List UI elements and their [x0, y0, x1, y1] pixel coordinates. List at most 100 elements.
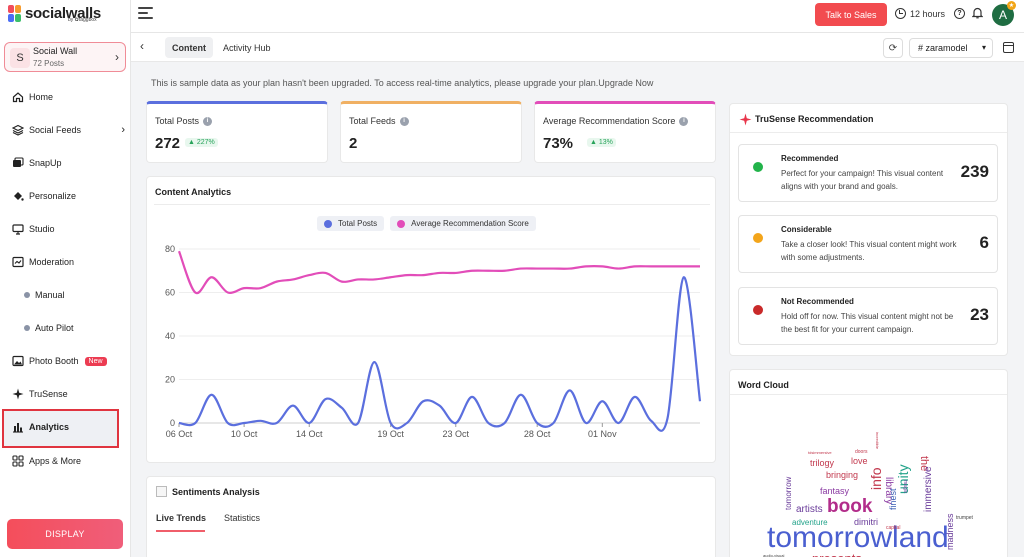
tab-statistics[interactable]: Statistics [224, 513, 261, 523]
home-icon [12, 91, 24, 103]
sidebar: socialwalls by ✿taggbox S Social Wall 72… [0, 0, 131, 557]
bullet-icon [24, 292, 30, 298]
info-icon[interactable]: i [679, 116, 689, 126]
tab-content[interactable]: Content [165, 37, 213, 58]
sidebar-item-snapup[interactable]: SnapUp [0, 153, 131, 173]
rec-count: 6 [979, 233, 989, 252]
content-analytics-card: Content Analytics Total Posts Average Re… [146, 176, 716, 463]
word-cloud-word: doors [855, 449, 868, 455]
rec-recommended: Recommended Perfect for your campaign! T… [738, 144, 998, 202]
stat-value: 73% [543, 135, 574, 152]
brand-name: socialwalls [25, 5, 101, 22]
word-cloud-word: finest [888, 488, 898, 510]
sidebar-item-moderation[interactable]: Moderation [0, 252, 131, 272]
menu-toggle-icon[interactable] [138, 7, 153, 21]
word-cloud-word: bringing [826, 470, 859, 480]
chevron-right-icon: › [121, 124, 125, 136]
sidebar-item-manual[interactable]: Manual [0, 285, 131, 305]
word-cloud-word: incredible [875, 432, 880, 450]
series-line-avg-score [177, 250, 700, 295]
stat-card-avg-score: Average Recommendation Score i 73% ▲ 13% [534, 101, 716, 163]
brand-logo[interactable]: socialwalls [8, 5, 101, 23]
sidebar-item-label: Personalize [29, 191, 77, 201]
bar-chart-icon [12, 421, 24, 433]
sidebar-item-social-feeds[interactable]: Social Feeds › [0, 120, 131, 140]
word-cloud-word: fantasy [820, 486, 850, 496]
stat-value: 2 [349, 135, 358, 152]
word-cloud-word: adventure [792, 518, 828, 527]
legend-label: Total Posts [338, 219, 378, 228]
x-tick-label: 14 Oct [296, 429, 323, 439]
y-tick-label: 40 [165, 331, 175, 341]
sidebar-item-trusense[interactable]: TruSense [0, 384, 131, 404]
sentiments-title: Sentiments Analysis [172, 487, 260, 497]
bell-icon[interactable] [971, 7, 984, 22]
stat-card-total-feeds: Total Feeds i 2 [340, 101, 522, 163]
back-chevron-icon[interactable]: ‹ [140, 39, 144, 53]
stat-label: Total Posts i [155, 116, 213, 126]
broken-image-icon [156, 486, 167, 497]
word-cloud-word: info [868, 467, 884, 490]
word-cloud-word: love [851, 456, 868, 466]
legend-avg-score[interactable]: Average Recommendation Score [390, 216, 536, 231]
word-cloud-word: tomorrow [784, 476, 793, 510]
apps-grid-icon [12, 455, 24, 467]
word-cloud-word: tomorrowland [767, 521, 949, 554]
word-cloud-word: tdsimmersive [808, 450, 832, 455]
word-cloud-word: capital [886, 525, 901, 531]
word-cloud-word: presents [812, 551, 862, 557]
rec-desc: Perfect for your campaign! This visual c… [781, 169, 944, 191]
info-icon[interactable]: i [399, 116, 409, 126]
help-icon[interactable]: ? [954, 8, 965, 19]
word-cloud-word: trilogy [810, 458, 835, 468]
chevron-down-icon: ▾ [981, 43, 986, 52]
sidebar-item-personalize[interactable]: Personalize [0, 186, 131, 206]
feeds-icon [12, 124, 24, 136]
paint-bucket-icon [12, 190, 24, 202]
tab-live-trends[interactable]: Live Trends [156, 513, 207, 523]
hashtag-select[interactable]: # zaramodel ▾ [909, 38, 993, 58]
rec-title: Considerable [781, 225, 832, 234]
stat-delta-badge: ▲ 13% [587, 138, 616, 147]
snapup-icon [12, 157, 24, 169]
word-cloud-title: Word Cloud [738, 380, 789, 390]
sidebar-item-auto-pilot[interactable]: Auto Pilot [0, 318, 131, 338]
status-dot-icon [753, 233, 763, 243]
word-cloud-word: magic [902, 480, 908, 494]
logo-icon [8, 5, 22, 23]
sidebar-item-label: Moderation [29, 257, 75, 267]
series-line-total-posts [178, 276, 702, 432]
sidebar-item-analytics[interactable]: Analytics [0, 417, 131, 437]
legend-total-posts[interactable]: Total Posts [317, 216, 385, 231]
sidebar-item-label: Social Feeds [29, 125, 82, 135]
sidebar-item-label: Apps & More [29, 456, 82, 466]
calendar-icon[interactable] [1003, 42, 1014, 53]
bullet-icon [24, 325, 30, 331]
rec-considerable: Considerable Take a closer look! This vi… [738, 215, 998, 273]
sidebar-item-studio[interactable]: Studio [0, 219, 131, 239]
trial-hours[interactable]: 12 hours [895, 8, 945, 19]
divider [154, 204, 710, 205]
info-icon[interactable]: i [203, 116, 213, 126]
sidebar-item-label: Home [29, 92, 54, 102]
sidebar-item-photo-booth[interactable]: Photo Booth New [0, 351, 131, 371]
wall-selector[interactable]: S Social Wall 72 Posts › [4, 42, 126, 72]
y-tick-label: 20 [165, 375, 175, 385]
tab-activity-hub[interactable]: Activity Hub [223, 42, 271, 53]
sidebar-item-apps-more[interactable]: Apps & More [0, 451, 131, 471]
display-button[interactable]: DISPLAY [7, 519, 123, 549]
legend-dot-icon [397, 219, 406, 228]
rec-count: 23 [970, 305, 989, 324]
refresh-icon[interactable]: ⟳ [883, 38, 903, 58]
y-tick-label: 60 [165, 288, 175, 298]
divider [730, 394, 1007, 395]
talk-to-sales-button[interactable]: Talk to Sales [815, 3, 887, 26]
wall-posts-count: 72 Posts [33, 59, 65, 68]
chart-legend: Total Posts Average Recommendation Score [317, 216, 536, 231]
new-badge: New [84, 356, 107, 366]
clock-icon [895, 8, 906, 19]
sidebar-item-home[interactable]: Home [0, 87, 131, 107]
y-tick-label: 0 [170, 418, 175, 428]
word-cloud-card: Word Cloud tomorrowland book unity info … [729, 369, 1008, 557]
status-dot-icon [753, 305, 763, 315]
